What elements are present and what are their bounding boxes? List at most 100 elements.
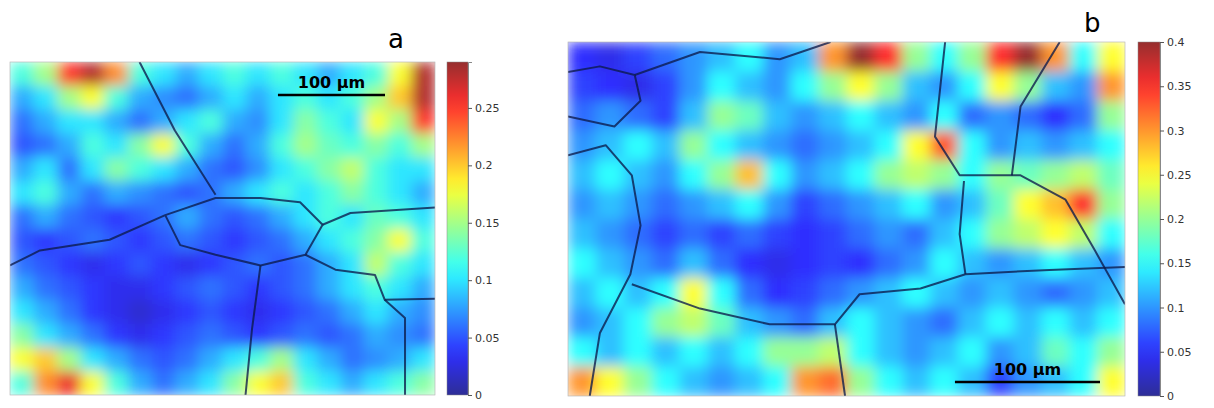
grain-boundary (835, 324, 845, 396)
cell (270, 300, 294, 324)
cell (10, 133, 34, 157)
cell (199, 62, 223, 86)
cell (223, 300, 247, 324)
cell (128, 157, 152, 181)
cell (104, 324, 128, 348)
cell (624, 42, 652, 72)
cell (1097, 72, 1125, 102)
plot-frame (10, 62, 435, 395)
cell (1097, 190, 1125, 220)
cell (679, 101, 707, 131)
cell (763, 219, 791, 249)
cell (596, 42, 624, 72)
panel-letter: b (1084, 8, 1101, 38)
cell (652, 219, 680, 249)
cell (1069, 278, 1097, 308)
colorbar-tick: 0.35 (1160, 80, 1192, 93)
cell (388, 110, 412, 134)
colorbar-tick-label: 0.1 (475, 274, 493, 287)
cell (874, 131, 902, 161)
cell (874, 219, 902, 249)
cell (81, 276, 105, 300)
cell (763, 101, 791, 131)
cell (568, 337, 596, 367)
cell (57, 229, 81, 253)
cell (1014, 190, 1042, 220)
colorbar-tick-mark (1160, 42, 1164, 43)
cell (34, 133, 58, 157)
cell (81, 157, 105, 181)
cell (874, 367, 902, 397)
cell (819, 160, 847, 190)
panel-letter: a (388, 24, 404, 54)
cell (34, 62, 58, 86)
colorbar-tick-mark (1160, 263, 1164, 264)
cell (341, 324, 365, 348)
colorbar-tick-mark (1160, 219, 1164, 220)
colorbar-axis: 00.050.10.150.20.25 (468, 63, 500, 403)
cell (986, 190, 1014, 220)
grain-boundary (385, 300, 405, 395)
cell (411, 62, 435, 86)
colorbar-tick-mark (1160, 352, 1164, 353)
cell (128, 62, 152, 86)
cell (317, 324, 341, 348)
grain-boundary (935, 42, 1125, 304)
cell (819, 42, 847, 72)
cell (930, 249, 958, 279)
cell (874, 72, 902, 102)
cell (270, 347, 294, 371)
colorbar-tick: 0.3 (1160, 125, 1185, 138)
cell (624, 160, 652, 190)
cell (175, 300, 199, 324)
cell (388, 133, 412, 157)
cell (819, 101, 847, 131)
cell (223, 276, 247, 300)
cell (317, 371, 341, 395)
cell (1014, 249, 1042, 279)
cell (707, 278, 735, 308)
cell (874, 249, 902, 279)
cell (317, 205, 341, 229)
colorbar-tick-label: 0.1 (1167, 302, 1185, 315)
cell (270, 110, 294, 134)
cell (986, 278, 1014, 308)
cell (707, 42, 735, 72)
cell (246, 205, 270, 229)
cell (388, 62, 412, 86)
cell (1041, 72, 1069, 102)
cell (246, 133, 270, 157)
cell (596, 367, 624, 397)
cell (175, 86, 199, 110)
cell (81, 324, 105, 348)
cell (34, 347, 58, 371)
cell (624, 249, 652, 279)
cell (104, 371, 128, 395)
cell (847, 72, 875, 102)
cell (364, 205, 388, 229)
plot-frame (568, 42, 1125, 396)
cell (317, 347, 341, 371)
cell (152, 371, 176, 395)
cell (293, 110, 317, 134)
cell (958, 337, 986, 367)
cell (364, 324, 388, 348)
cell (388, 371, 412, 395)
colorbar-tick: 0 (468, 389, 482, 402)
plot-area (568, 42, 1125, 396)
cell (57, 252, 81, 276)
cell (568, 160, 596, 190)
cell (1041, 308, 1069, 338)
cell (1097, 42, 1125, 72)
cell (1069, 101, 1097, 131)
cell (791, 131, 819, 161)
cell (223, 205, 247, 229)
cell (104, 181, 128, 205)
cell (57, 62, 81, 86)
cell (819, 190, 847, 220)
cell (34, 276, 58, 300)
panel: 100 μmb00.050.10.150.20.250.30.350.4 (568, 8, 1192, 403)
cell (763, 190, 791, 220)
cell (847, 101, 875, 131)
cell (986, 219, 1014, 249)
